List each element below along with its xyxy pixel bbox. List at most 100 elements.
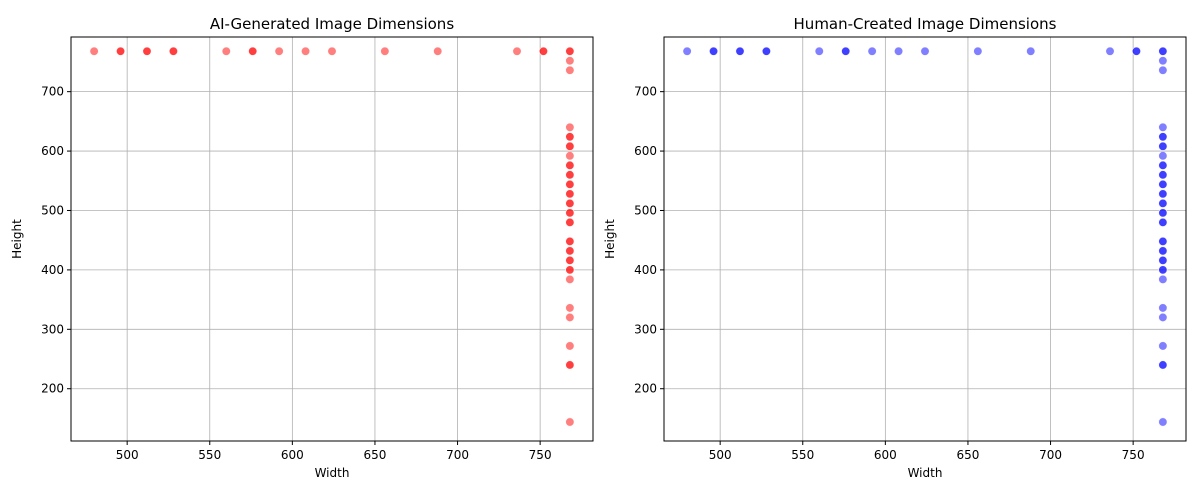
ai-data-point bbox=[565, 56, 575, 66]
ai-data-point bbox=[512, 46, 522, 56]
human-x-tick-label: 550 bbox=[791, 448, 814, 462]
ai-data-point bbox=[142, 46, 152, 56]
ai-y-tick-label: 700 bbox=[41, 85, 64, 99]
human-data-point bbox=[1158, 303, 1168, 313]
ai-y-tick-label: 600 bbox=[41, 144, 64, 158]
human-data-point bbox=[1158, 341, 1168, 351]
ai-data-point bbox=[221, 46, 231, 56]
ai-x-tick-label: 700 bbox=[446, 448, 469, 462]
ai-data-point bbox=[565, 274, 575, 284]
human-data-point bbox=[1158, 56, 1168, 66]
ai-data-point bbox=[565, 122, 575, 132]
ai-data-point bbox=[565, 303, 575, 313]
human-data-point bbox=[682, 46, 692, 56]
ai-data-point bbox=[565, 132, 575, 142]
human-data-point bbox=[1158, 160, 1168, 170]
ai-data-point bbox=[565, 65, 575, 75]
human-data-point bbox=[973, 46, 983, 56]
ai-data-point bbox=[565, 217, 575, 227]
ai-x-tick-label: 650 bbox=[363, 448, 386, 462]
human-data-point bbox=[1158, 217, 1168, 227]
ai-y-axis-label: Height bbox=[10, 219, 24, 259]
ai-data-point bbox=[565, 189, 575, 199]
ai-plot-title: AI-Generated Image Dimensions bbox=[210, 15, 454, 33]
human-data-point bbox=[894, 46, 904, 56]
ai-data-point bbox=[168, 46, 178, 56]
human-grid bbox=[664, 37, 1186, 441]
human-data-point bbox=[1158, 360, 1168, 370]
ai-data-point bbox=[565, 170, 575, 180]
human-y-tick-label: 500 bbox=[634, 203, 657, 217]
ai-data-point bbox=[248, 46, 258, 56]
human-x-axis-label: Width bbox=[908, 466, 943, 480]
ai-data-point bbox=[565, 246, 575, 256]
human-data-point bbox=[1158, 151, 1168, 161]
human-scatter-plot: 500 550 600 650 700 750 200 300 400 500 600 700 Huma… bbox=[603, 15, 1187, 480]
ai-data-point bbox=[565, 312, 575, 322]
human-y-tick-label: 700 bbox=[634, 85, 657, 99]
human-y-tick-label: 400 bbox=[634, 263, 657, 277]
ai-x-tick-label: 600 bbox=[281, 448, 304, 462]
ai-data-point bbox=[565, 46, 575, 56]
human-x-tick-label: 700 bbox=[1039, 448, 1062, 462]
human-data-point bbox=[1158, 255, 1168, 265]
ai-data-point bbox=[301, 46, 311, 56]
human-x-tick-label: 500 bbox=[709, 448, 732, 462]
ai-scatter-plot: 500 550 600 650 700 750 200 300 400 500 600 700 AI-G… bbox=[10, 15, 594, 480]
ai-data-point bbox=[565, 160, 575, 170]
human-y-tick-label: 300 bbox=[634, 322, 657, 336]
ai-data-point bbox=[274, 46, 284, 56]
human-x-tick-label: 600 bbox=[874, 448, 897, 462]
human-plot-title: Human-Created Image Dimensions bbox=[794, 15, 1057, 33]
ai-data-point bbox=[565, 179, 575, 189]
human-data-point bbox=[1158, 141, 1168, 151]
ai-data-point bbox=[565, 236, 575, 246]
human-points bbox=[682, 46, 1168, 427]
ai-axes-frame bbox=[70, 36, 594, 442]
human-data-point bbox=[1158, 417, 1168, 427]
ai-data-point bbox=[565, 265, 575, 275]
human-data-point bbox=[814, 46, 824, 56]
ai-data-point bbox=[565, 198, 575, 208]
human-data-point bbox=[709, 46, 719, 56]
human-data-point bbox=[920, 46, 930, 56]
human-y-axis-label: Height bbox=[603, 219, 617, 259]
ai-points bbox=[89, 46, 575, 427]
ai-data-point bbox=[565, 151, 575, 161]
human-x-tick-label: 750 bbox=[1122, 448, 1145, 462]
human-data-point bbox=[1158, 170, 1168, 180]
human-y-tick-label: 600 bbox=[634, 144, 657, 158]
human-data-point bbox=[1026, 46, 1036, 56]
human-data-point bbox=[1158, 236, 1168, 246]
ai-x-axis-label: Width bbox=[315, 466, 350, 480]
human-y-tick-label: 200 bbox=[634, 382, 657, 396]
human-data-point bbox=[1158, 122, 1168, 132]
ai-data-point bbox=[565, 341, 575, 351]
ai-data-point bbox=[565, 141, 575, 151]
human-data-point bbox=[1158, 208, 1168, 218]
human-x-tick-label: 650 bbox=[956, 448, 979, 462]
human-axes-frame bbox=[663, 36, 1187, 442]
ai-x-tick-label: 550 bbox=[198, 448, 221, 462]
ai-data-point bbox=[433, 46, 443, 56]
human-data-point bbox=[1158, 274, 1168, 284]
human-data-point bbox=[1158, 189, 1168, 199]
human-data-point bbox=[735, 46, 745, 56]
ai-data-point bbox=[565, 255, 575, 265]
ai-grid bbox=[71, 37, 593, 441]
human-data-point bbox=[1158, 312, 1168, 322]
human-data-point bbox=[761, 46, 771, 56]
human-data-point bbox=[867, 46, 877, 56]
ai-data-point bbox=[565, 417, 575, 427]
ai-data-point bbox=[327, 46, 337, 56]
ai-y-tick-label: 200 bbox=[41, 382, 64, 396]
ai-y-tick-label: 500 bbox=[41, 203, 64, 217]
human-data-point bbox=[1158, 132, 1168, 142]
human-data-point bbox=[1131, 46, 1141, 56]
human-data-point bbox=[1158, 46, 1168, 56]
ai-data-point bbox=[565, 360, 575, 370]
ai-data-point bbox=[116, 46, 126, 56]
ai-data-point bbox=[380, 46, 390, 56]
ai-y-tick-label: 400 bbox=[41, 263, 64, 277]
